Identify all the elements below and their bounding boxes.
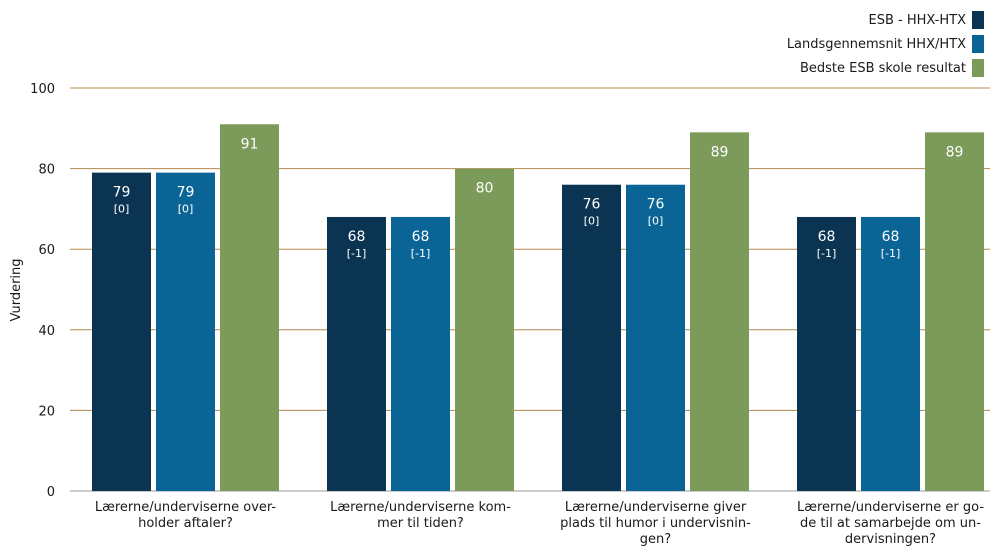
legend-item: Landsgennemsnit HHX/HTX: [787, 32, 984, 56]
data-label: 89: [711, 144, 729, 160]
x-axis: Lærerne/underviserne over-holder aftaler…: [95, 500, 984, 547]
data-label: 68: [882, 229, 900, 245]
legend-swatch: [972, 59, 984, 77]
y-tick-label: 40: [38, 324, 55, 339]
data-label: 68: [412, 229, 430, 245]
bar: [861, 216, 920, 491]
y-axis: 0 20 40 60 80 100: [30, 82, 55, 500]
y-tick-label: 0: [47, 485, 55, 500]
x-tick-label: Lærerne/underviserne over-: [95, 500, 277, 515]
data-sublabel: [0]: [648, 215, 664, 228]
bar: [925, 132, 984, 491]
legend-label: Bedste ESB skole resultat: [799, 60, 966, 76]
bar: [562, 184, 621, 491]
data-sublabel: [-1]: [817, 247, 837, 260]
bar: [156, 172, 215, 491]
legend-item: Bedste ESB skole resultat: [787, 56, 984, 80]
x-tick-label: Lærerne/underviserne kom-: [330, 500, 511, 515]
bar: [797, 216, 856, 491]
y-axis-label: Vurdering: [9, 258, 24, 321]
bar: [92, 172, 151, 491]
legend-label: ESB - HHX-HTX: [868, 12, 966, 28]
x-tick-label: de til at samarbejde om un-: [800, 516, 981, 531]
data-label: 79: [177, 185, 195, 201]
data-sublabel: [-1]: [881, 247, 901, 260]
x-tick-label: dervisningen?: [845, 532, 936, 547]
data-sublabel: [0]: [178, 203, 194, 216]
legend-swatch: [972, 11, 984, 29]
y-tick-label: 20: [38, 404, 55, 419]
legend-item: ESB - HHX-HTX: [787, 8, 984, 32]
data-label: 76: [647, 197, 665, 213]
bar: [690, 132, 749, 491]
data-label: 80: [476, 181, 494, 197]
x-tick-label: plads til humor i undervisnin-: [560, 516, 751, 531]
data-sublabel: [-1]: [411, 247, 431, 260]
bar: [455, 168, 514, 491]
x-tick-label: holder aftaler?: [138, 516, 233, 531]
data-label: 76: [583, 197, 601, 213]
y-tick-label: 80: [38, 163, 55, 178]
data-sublabel: [0]: [114, 203, 130, 216]
y-tick-label: 100: [30, 82, 55, 97]
y-tick-label: 60: [38, 243, 55, 258]
data-label: 91: [241, 136, 259, 152]
x-tick-label: mer til tiden?: [377, 516, 464, 531]
legend: ESB - HHX-HTX Landsgennemsnit HHX/HTX Beds…: [787, 8, 984, 80]
bar: [220, 124, 279, 492]
x-tick-label: gen?: [640, 532, 671, 547]
data-label: 68: [348, 229, 366, 245]
data-sublabel: [-1]: [347, 247, 367, 260]
bar: [327, 216, 386, 491]
data-label: 89: [946, 144, 964, 160]
data-label: 68: [818, 229, 836, 245]
x-tick-label: Lærerne/underviserne er go-: [797, 500, 984, 515]
data-label: 79: [113, 185, 131, 201]
data-sublabel: [0]: [584, 215, 600, 228]
bars: 79 [0] 79 [0] 91 68 [-1] 68 [-1] 80 76 [0] 76 [0] 89 68…: [92, 124, 984, 492]
bar: [391, 216, 450, 491]
bar: [626, 184, 685, 491]
legend-label: Landsgennemsnit HHX/HTX: [786, 36, 966, 52]
x-tick-label: Lærerne/underviserne giver: [565, 500, 747, 515]
legend-swatch: [972, 35, 984, 53]
